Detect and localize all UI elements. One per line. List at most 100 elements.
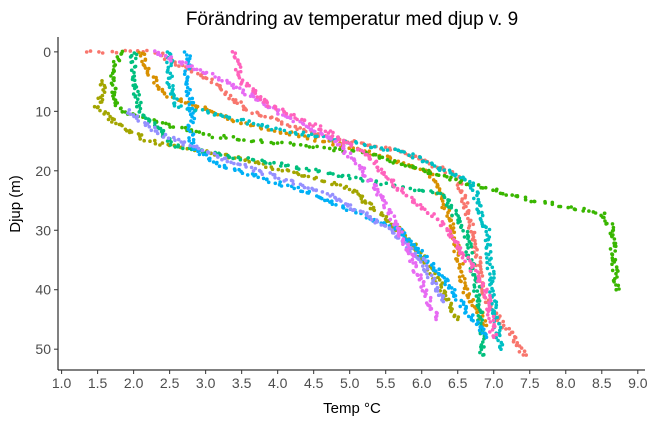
data-point bbox=[246, 156, 251, 160]
data-point bbox=[614, 287, 618, 292]
data-point bbox=[408, 186, 413, 191]
data-point bbox=[223, 156, 228, 161]
data-point bbox=[421, 256, 426, 261]
data-point bbox=[320, 190, 325, 194]
data-point bbox=[207, 158, 212, 163]
data-point bbox=[504, 327, 508, 331]
data-point bbox=[296, 172, 301, 177]
data-point bbox=[376, 168, 381, 173]
data-point bbox=[519, 346, 524, 350]
data-point bbox=[484, 290, 489, 294]
data-point bbox=[292, 186, 297, 191]
data-point bbox=[183, 125, 188, 130]
data-point bbox=[306, 191, 311, 195]
data-point bbox=[138, 106, 143, 111]
data-point bbox=[462, 177, 467, 181]
x-tick-label: 6.0 bbox=[412, 375, 432, 391]
data-point bbox=[168, 125, 172, 129]
data-point bbox=[462, 202, 466, 206]
data-point bbox=[260, 122, 265, 127]
data-point bbox=[227, 155, 232, 159]
data-point bbox=[455, 183, 460, 187]
data-point bbox=[333, 195, 337, 200]
data-point bbox=[459, 279, 463, 284]
data-point bbox=[137, 109, 142, 114]
data-point bbox=[276, 167, 281, 172]
data-point bbox=[318, 124, 323, 128]
data-point bbox=[396, 159, 401, 164]
data-point bbox=[476, 279, 480, 283]
data-point bbox=[459, 190, 463, 195]
data-point bbox=[273, 181, 278, 186]
data-point bbox=[480, 310, 485, 315]
data-point bbox=[427, 175, 432, 179]
data-point bbox=[492, 276, 496, 280]
data-point bbox=[417, 277, 422, 282]
data-point bbox=[573, 207, 578, 212]
data-point bbox=[185, 64, 190, 69]
data-point bbox=[335, 143, 340, 147]
data-point bbox=[473, 242, 477, 246]
data-point bbox=[419, 260, 423, 264]
data-point bbox=[185, 85, 190, 90]
data-point bbox=[342, 146, 346, 151]
data-point bbox=[110, 71, 115, 75]
data-point bbox=[430, 263, 434, 267]
data-point bbox=[477, 328, 482, 333]
data-point bbox=[304, 143, 308, 148]
data-point bbox=[382, 205, 387, 210]
data-point bbox=[348, 151, 353, 155]
data-point bbox=[315, 134, 319, 139]
data-point bbox=[253, 160, 258, 165]
data-point bbox=[463, 212, 468, 217]
data-point bbox=[294, 132, 298, 136]
data-point bbox=[487, 258, 492, 262]
data-point bbox=[438, 191, 443, 196]
data-point bbox=[160, 131, 165, 136]
y-tick-label: 20 bbox=[35, 163, 51, 179]
data-point bbox=[419, 285, 423, 289]
data-point bbox=[433, 179, 438, 184]
data-point bbox=[361, 150, 366, 154]
data-point bbox=[385, 148, 390, 152]
data-point bbox=[260, 172, 265, 176]
data-point bbox=[179, 99, 183, 104]
data-point bbox=[446, 286, 451, 290]
data-point bbox=[244, 108, 248, 112]
data-point bbox=[167, 85, 172, 90]
data-point bbox=[129, 60, 133, 65]
data-point bbox=[420, 248, 425, 253]
data-point bbox=[350, 148, 354, 153]
data-point bbox=[216, 155, 220, 159]
data-point bbox=[466, 295, 470, 300]
data-point bbox=[240, 171, 245, 175]
data-point bbox=[407, 153, 411, 158]
data-point bbox=[608, 247, 613, 251]
data-point bbox=[273, 175, 277, 180]
data-point bbox=[384, 201, 388, 205]
data-point bbox=[360, 170, 365, 174]
data-point bbox=[523, 197, 528, 202]
data-point bbox=[466, 246, 470, 250]
data-point bbox=[464, 250, 468, 254]
data-point bbox=[411, 152, 415, 156]
data-point bbox=[185, 82, 189, 86]
data-point bbox=[593, 211, 598, 215]
data-point bbox=[162, 92, 167, 96]
data-point bbox=[199, 73, 203, 78]
data-point bbox=[354, 175, 358, 180]
data-point bbox=[400, 162, 405, 166]
data-point bbox=[251, 158, 256, 162]
data-point bbox=[262, 100, 266, 104]
data-point bbox=[271, 141, 276, 146]
data-point bbox=[270, 167, 275, 171]
data-point bbox=[501, 319, 506, 324]
data-point bbox=[488, 243, 493, 247]
data-point bbox=[367, 149, 372, 153]
data-point bbox=[112, 64, 116, 68]
data-point bbox=[399, 149, 404, 154]
data-point bbox=[463, 281, 467, 285]
data-point bbox=[344, 184, 349, 189]
data-point bbox=[453, 294, 458, 298]
data-point bbox=[436, 293, 441, 298]
